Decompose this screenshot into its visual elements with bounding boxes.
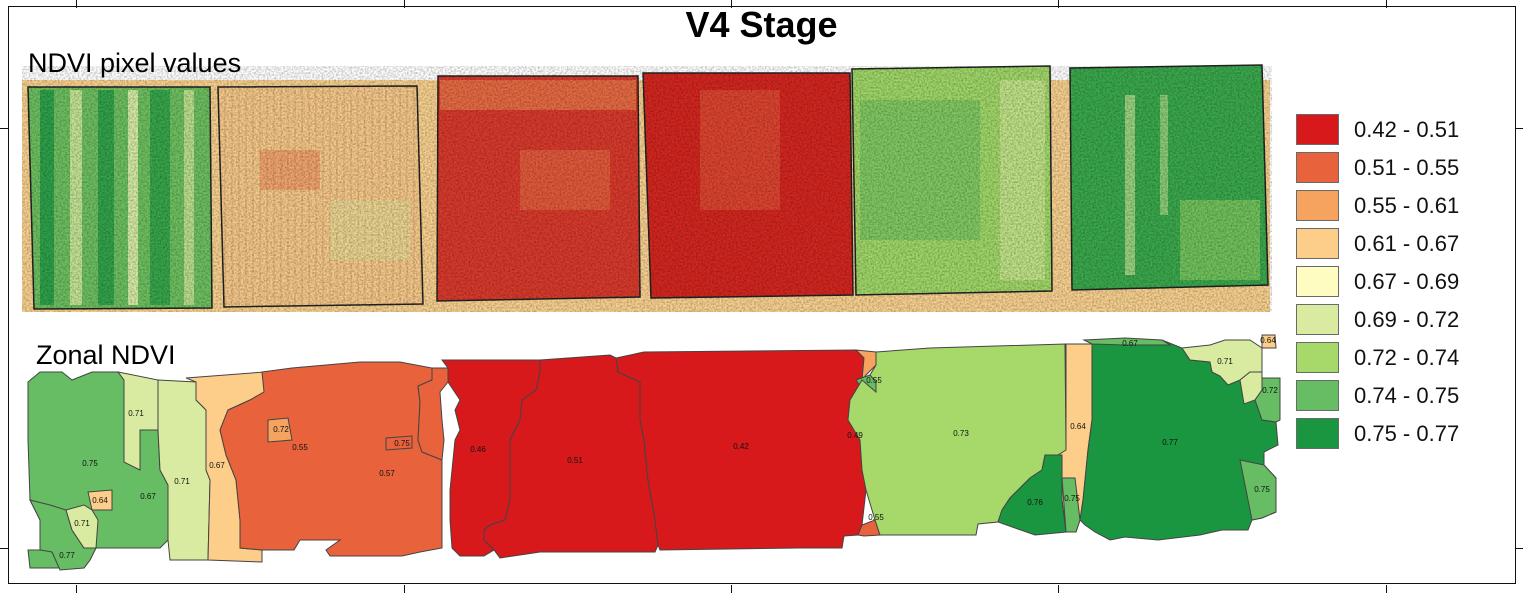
zone-value-label: 0.71 bbox=[128, 409, 144, 418]
zone-value-label: 0.75 bbox=[1064, 494, 1080, 503]
frame-tick bbox=[404, 585, 405, 593]
frame-tick bbox=[1515, 128, 1523, 129]
zone-value-label: 0.71 bbox=[174, 477, 190, 486]
frame-tick bbox=[76, 585, 77, 593]
zone-z12 bbox=[857, 519, 881, 537]
frame-tick bbox=[1058, 0, 1059, 8]
zone-value-label: 0.72 bbox=[1262, 386, 1278, 395]
zone-value-label: 0.71 bbox=[74, 519, 90, 528]
zone-value-label: 0.77 bbox=[1162, 438, 1178, 447]
zone-value-label: 0.71 bbox=[1217, 357, 1233, 366]
frame-tick bbox=[1386, 0, 1387, 8]
zone-value-label: 0.57 bbox=[379, 469, 395, 478]
frame-tick bbox=[1515, 548, 1523, 549]
zone-value-label: 0.49 bbox=[847, 431, 863, 440]
legend-label: 0.61 - 0.67 bbox=[1354, 231, 1460, 256]
zonal-ndvi-label: Zonal NDVI bbox=[36, 340, 176, 370]
frame-tick bbox=[0, 548, 8, 549]
zone-value-label: 0.73 bbox=[953, 429, 969, 438]
zone-value-label: 0.55 bbox=[868, 513, 884, 522]
map-frame bbox=[8, 6, 1516, 584]
zone-value-label: 0.75 bbox=[82, 459, 98, 468]
raster-speckle bbox=[22, 66, 1272, 312]
zonal-ndvi-map bbox=[27, 334, 1281, 571]
zone-z22 bbox=[1239, 459, 1277, 521]
map-title: V4 Stage bbox=[685, 4, 838, 45]
legend-swatch bbox=[1296, 380, 1339, 411]
zone-value-label: 0.75 bbox=[394, 439, 410, 448]
zone-value-label: 0.77 bbox=[59, 551, 75, 560]
legend-swatch bbox=[1296, 342, 1339, 373]
ndvi-pixel-raster bbox=[22, 64, 1272, 312]
legend-swatch bbox=[1296, 228, 1339, 259]
frame-tick bbox=[1386, 585, 1387, 593]
frame-tick bbox=[404, 0, 405, 8]
frame-tick bbox=[76, 0, 77, 8]
legend-swatch bbox=[1296, 152, 1339, 183]
zone-value-label: 0.55 bbox=[866, 376, 882, 385]
zone-value-label: 0.67 bbox=[209, 461, 225, 470]
legend-label: 0.55 - 0.61 bbox=[1354, 193, 1460, 218]
legend-swatch bbox=[1296, 114, 1339, 145]
frame-tick bbox=[731, 0, 732, 8]
legend-swatch bbox=[1296, 418, 1339, 449]
frame-tick bbox=[731, 585, 732, 593]
zone-z16 bbox=[1061, 477, 1081, 533]
zone-value-label: 0.64 bbox=[92, 496, 108, 505]
zone-z26 bbox=[87, 489, 113, 511]
frame-tick bbox=[0, 128, 8, 129]
zone-value-label: 0.75 bbox=[1254, 485, 1270, 494]
legend-label: 0.69 - 0.72 bbox=[1354, 307, 1460, 332]
legend-label: 0.42 - 0.51 bbox=[1354, 117, 1460, 142]
zone-value-labels: 0.75 0.71 0.71 0.67 0.64 0.71 0.77 0.67 … bbox=[59, 336, 1278, 560]
zone-z21 bbox=[1254, 377, 1281, 423]
zone-value-label: 0.55 bbox=[292, 443, 308, 452]
legend-swatch bbox=[1296, 266, 1339, 297]
legend-swatch bbox=[1296, 190, 1339, 221]
frame-tick bbox=[1058, 585, 1059, 593]
zone-z23 bbox=[1082, 337, 1172, 346]
zone-z28 bbox=[385, 435, 413, 451]
zone-value-label: 0.42 bbox=[733, 442, 749, 451]
zone-z25 bbox=[65, 504, 99, 549]
zone-value-label: 0.51 bbox=[567, 456, 583, 465]
zone-value-label: 0.64 bbox=[1260, 336, 1276, 345]
zone-value-label: 0.64 bbox=[1070, 422, 1086, 431]
zone-z19 bbox=[1261, 334, 1277, 349]
legend-label: 0.51 - 0.55 bbox=[1354, 155, 1460, 180]
legend-label: 0.75 - 0.77 bbox=[1354, 421, 1460, 446]
zone-z27 bbox=[267, 417, 293, 443]
legend-swatch bbox=[1296, 304, 1339, 335]
zone-value-label: 0.76 bbox=[1027, 498, 1043, 507]
legend-label: 0.67 - 0.69 bbox=[1354, 269, 1460, 294]
zone-value-label: 0.67 bbox=[140, 492, 156, 501]
zone-value-label: 0.46 bbox=[470, 445, 486, 454]
zone-value-label: 0.72 bbox=[273, 425, 289, 434]
legend-label: 0.74 - 0.75 bbox=[1354, 383, 1460, 408]
legend-label: 0.72 - 0.74 bbox=[1354, 345, 1460, 370]
zone-value-label: 0.67 bbox=[1122, 339, 1138, 348]
